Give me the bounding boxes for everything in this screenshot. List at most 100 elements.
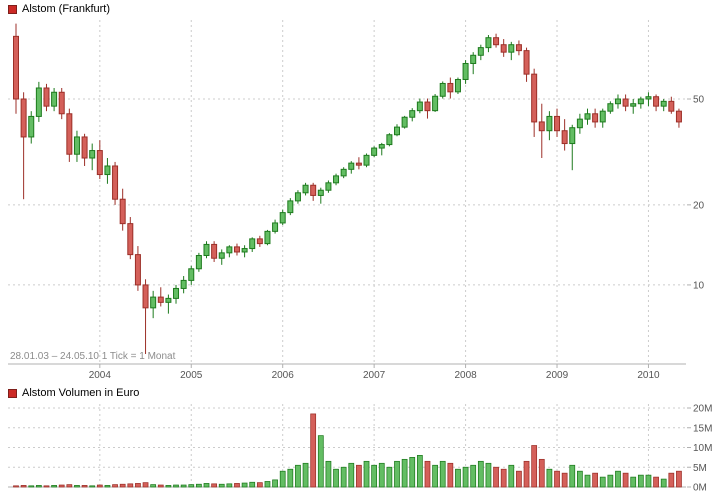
volume-bar	[302, 462, 309, 488]
volume-bar	[424, 460, 431, 488]
candle	[28, 111, 35, 144]
volume-bar	[676, 470, 682, 488]
price-tick-label: 20	[693, 200, 705, 211]
year-label: 2008	[454, 370, 477, 381]
candle	[576, 113, 583, 134]
volume-bar	[196, 483, 202, 488]
volume-bar	[584, 474, 591, 488]
year-label: 2010	[637, 370, 660, 381]
volume-bar	[340, 466, 347, 488]
volume-tick-label: 5M	[693, 463, 707, 474]
price-chart-legend: Alstom (Frankfurt)	[8, 4, 110, 15]
candle	[401, 115, 408, 129]
volume-bar	[211, 483, 217, 488]
volume-bar	[81, 485, 88, 488]
volume-bar	[249, 481, 256, 488]
candle	[675, 108, 682, 128]
candle	[485, 35, 492, 53]
candle	[470, 52, 477, 75]
candle	[294, 190, 301, 204]
volume-bar	[356, 464, 362, 488]
volume-bar	[241, 482, 248, 488]
candle	[531, 68, 538, 137]
candle	[424, 98, 431, 119]
candle	[660, 99, 667, 112]
volume-bar	[668, 472, 675, 488]
volume-bar	[51, 485, 57, 488]
candle	[554, 108, 561, 137]
candle	[614, 94, 621, 109]
volume-bar	[287, 468, 294, 488]
year-label: 2009	[546, 370, 569, 381]
candle	[211, 241, 218, 262]
chart-period-note: 28.01.03 – 24.05.10 1 Tick = 1 Monat	[10, 351, 176, 362]
candle	[310, 182, 317, 201]
price-gridlines	[8, 20, 686, 487]
volume-bar	[325, 460, 332, 488]
candle	[58, 87, 65, 120]
price-candles	[13, 23, 682, 354]
candle	[81, 133, 88, 166]
price-chart-title: Alstom (Frankfurt)	[22, 3, 111, 15]
volume-bar	[20, 485, 27, 488]
volume-bar	[112, 484, 118, 488]
volume-bar	[516, 470, 522, 488]
candle	[157, 287, 164, 307]
candle	[287, 198, 294, 216]
volume-bar	[135, 483, 141, 488]
candle	[104, 158, 111, 184]
candle	[386, 133, 393, 147]
candle	[355, 157, 362, 170]
volume-bar	[523, 460, 530, 488]
volume-y-axis-labels: 20M 15M 10M 5M 0M	[687, 404, 712, 494]
candle	[592, 108, 599, 128]
candle	[317, 187, 324, 204]
candle	[43, 83, 50, 112]
candle	[264, 229, 271, 246]
volume-bar	[96, 484, 103, 488]
volume-bar	[272, 479, 278, 488]
volume-bar	[157, 484, 164, 488]
candle	[173, 284, 180, 304]
candle	[188, 265, 195, 285]
volume-bar	[89, 485, 96, 488]
candle	[241, 245, 248, 258]
year-label: 2004	[89, 370, 112, 381]
candle	[645, 92, 652, 107]
price-y-axis-labels: 50 20 10	[687, 95, 705, 291]
volume-gridlines	[8, 407, 686, 468]
price-tick-label: 10	[693, 280, 705, 291]
candle	[35, 81, 42, 122]
volume-bar	[173, 484, 179, 488]
year-label: 2007	[363, 370, 386, 381]
volume-bar	[256, 482, 263, 488]
volume-bar	[409, 457, 416, 488]
volume-bar	[645, 474, 652, 488]
volume-bar	[607, 474, 614, 488]
candle	[256, 235, 263, 247]
year-label: 2005	[180, 370, 203, 381]
candle	[538, 103, 545, 159]
candle	[348, 161, 355, 174]
volume-bar	[13, 485, 19, 488]
volume-legend-marker-icon	[8, 389, 17, 398]
volume-bar	[569, 464, 576, 488]
volume-bar	[485, 462, 492, 488]
volume-bar	[493, 466, 499, 488]
volume-bar	[660, 478, 667, 488]
candle	[233, 243, 240, 256]
candle	[477, 44, 484, 61]
volume-tick-label: 0M	[693, 483, 707, 494]
volume-bar	[500, 468, 507, 488]
volume-bar	[508, 464, 515, 488]
volume-bars	[13, 413, 682, 488]
volume-tick-label: 20M	[693, 404, 712, 415]
candle	[515, 40, 522, 56]
candle	[371, 146, 378, 158]
candle	[142, 279, 149, 354]
volume-bar	[279, 470, 286, 488]
candle	[500, 39, 507, 57]
volume-bar	[142, 482, 149, 488]
